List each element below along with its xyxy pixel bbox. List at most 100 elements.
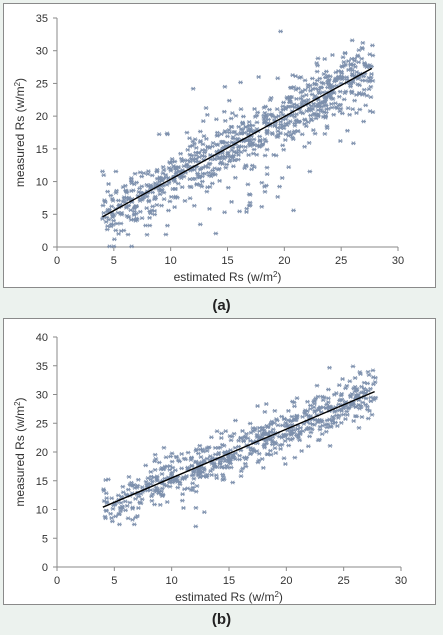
- scatter-point: [225, 134, 230, 139]
- scatter-point: [244, 206, 250, 211]
- scatter-point: [100, 203, 106, 208]
- scatter-point: [256, 451, 262, 456]
- scatter-point: [241, 114, 246, 119]
- scatter-point: [169, 459, 175, 464]
- scatter-point: [152, 212, 158, 217]
- scatter-point: [130, 506, 136, 511]
- scatter-point: [327, 443, 333, 448]
- scatter-point: [110, 213, 116, 218]
- scatter-point: [307, 83, 313, 88]
- scatter-point: [300, 414, 305, 419]
- scatter-point: [203, 136, 209, 141]
- scatter-point: [309, 427, 315, 432]
- scatter-point: [130, 188, 136, 193]
- scatter-point: [164, 182, 170, 187]
- data-points: [101, 364, 379, 529]
- scatter-point: [222, 465, 228, 470]
- scatter-point: [161, 482, 167, 487]
- scatter-point: [323, 422, 329, 427]
- scatter-point: [337, 139, 343, 144]
- scatter-point: [346, 67, 351, 72]
- scatter-point: [233, 418, 238, 423]
- scatter-point: [255, 434, 261, 439]
- scatter-point: [172, 187, 178, 192]
- trend-line: [102, 67, 373, 218]
- scatter-point: [232, 130, 238, 135]
- x-tick-label: 25: [338, 575, 350, 587]
- scatter-point: [334, 423, 340, 428]
- scatter-point: [245, 182, 251, 187]
- scatter-point: [280, 143, 286, 148]
- scatter-point: [271, 421, 277, 426]
- scatter-point: [154, 478, 160, 483]
- scatter-point: [271, 152, 277, 157]
- scatter-point: [300, 429, 306, 434]
- scatter-point: [159, 178, 165, 183]
- scatter-point: [164, 500, 170, 505]
- scatter-point: [310, 87, 316, 92]
- scatter-point: [206, 170, 212, 175]
- scatter-point: [148, 469, 154, 474]
- scatter-point: [329, 418, 335, 423]
- scatter-point: [168, 168, 174, 173]
- scatter-point: [144, 232, 150, 237]
- scatter-point: [113, 514, 118, 519]
- scatter-point: [344, 409, 350, 414]
- scatter-point: [133, 204, 138, 209]
- scatter-point: [207, 161, 213, 166]
- scatter-point: [262, 110, 268, 115]
- scatter-point: [284, 95, 290, 100]
- scatter-point: [150, 190, 155, 195]
- scatter-point: [338, 393, 344, 398]
- scatter-point: [287, 100, 292, 105]
- scatter-point: [173, 454, 179, 459]
- scatter-point: [210, 168, 216, 173]
- scatter-point: [115, 210, 121, 215]
- scatter-point: [329, 105, 335, 110]
- scatter-point: [103, 478, 109, 483]
- scatter-point: [302, 87, 308, 92]
- scatter-point: [319, 432, 325, 437]
- scatter-point: [126, 474, 132, 479]
- scatter-point: [324, 418, 330, 423]
- scatter-point: [101, 173, 107, 178]
- scatter-point: [178, 176, 184, 181]
- scatter-point: [344, 77, 350, 82]
- scatter-point: [361, 61, 367, 66]
- scatter-point: [357, 92, 362, 97]
- scatter-point: [300, 94, 306, 99]
- scatter-point: [214, 130, 220, 135]
- scatter-point: [360, 40, 366, 45]
- scatter-point: [109, 515, 114, 520]
- scatter-point: [227, 456, 233, 461]
- scatter-point: [124, 190, 130, 195]
- scatter-point: [199, 148, 205, 153]
- scatter-point: [120, 484, 126, 489]
- scatter-point: [262, 445, 267, 450]
- scatter-point: [322, 131, 328, 136]
- scatter-point: [237, 209, 242, 214]
- scatter-point: [194, 182, 200, 187]
- scatter-point: [361, 386, 367, 391]
- scatter-point: [352, 375, 358, 380]
- scatter-point: [354, 70, 360, 75]
- scatter-point: [156, 460, 162, 465]
- scatter-point: [147, 223, 153, 228]
- scatter-point: [350, 73, 355, 78]
- scatter-point: [359, 384, 364, 389]
- scatter-point: [109, 204, 115, 209]
- scatter-point: [298, 90, 304, 95]
- scatter-point: [287, 119, 293, 124]
- scatter-chart-b: 0 5 10 15 20 25 30 0 5 10 15 20 25 30 35 40 estimated Rs…: [13, 332, 408, 604]
- scatter-point: [312, 104, 318, 109]
- scatter-point: [278, 119, 284, 124]
- scatter-point: [178, 151, 183, 156]
- scatter-point: [294, 396, 300, 401]
- scatter-point: [335, 69, 341, 74]
- scatter-point: [233, 150, 239, 155]
- scatter-point: [195, 171, 200, 176]
- scatter-point: [268, 95, 274, 100]
- scatter-point: [174, 195, 180, 200]
- scatter-point: [197, 175, 203, 180]
- scatter-point: [328, 101, 334, 106]
